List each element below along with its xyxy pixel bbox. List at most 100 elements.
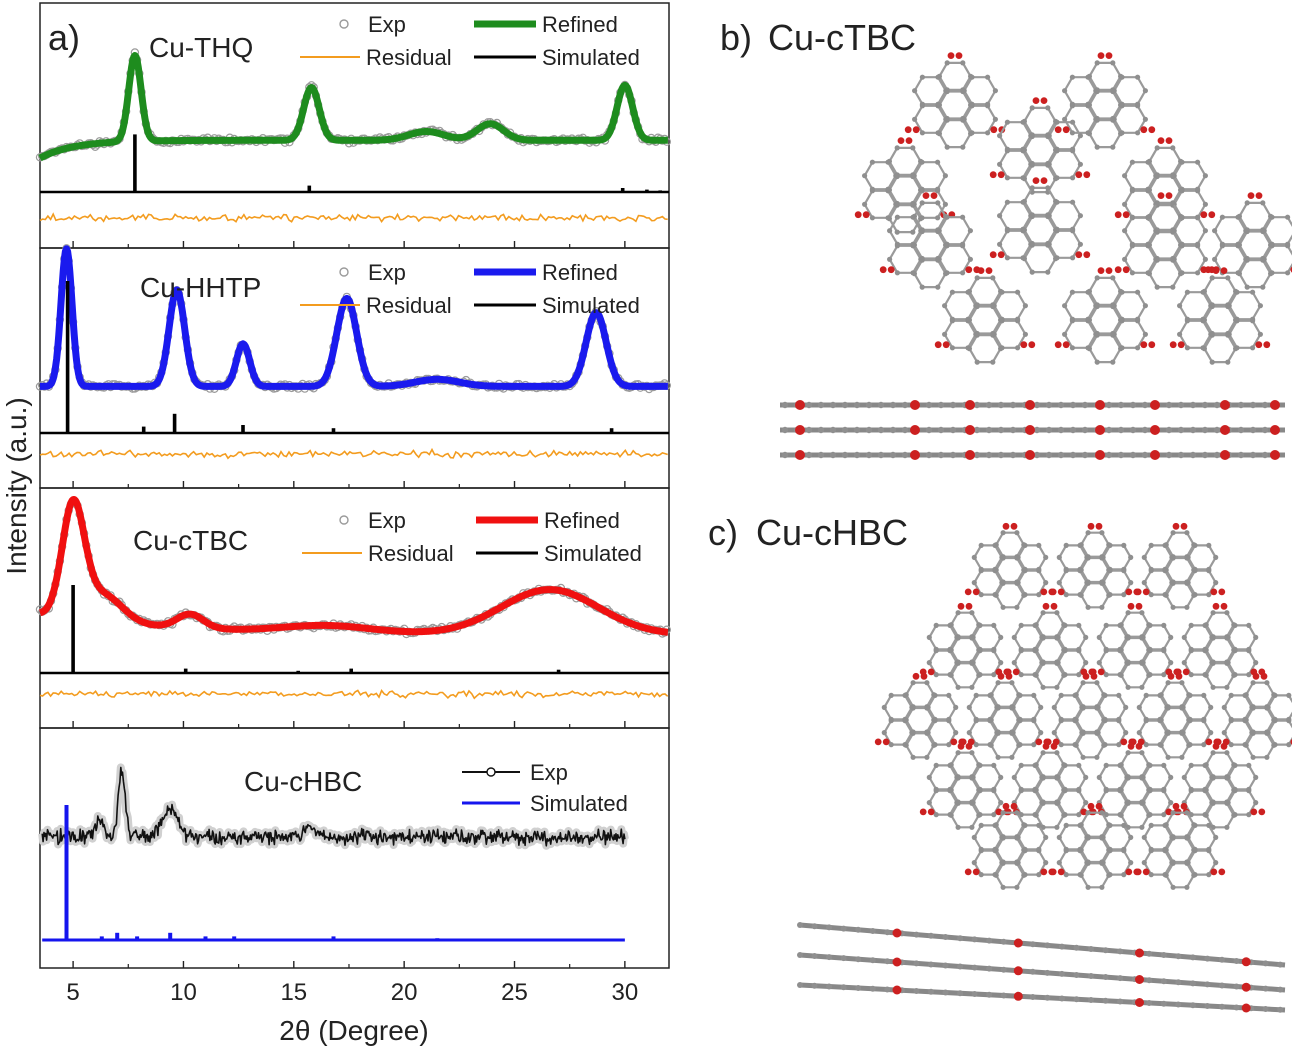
- carbon-atom: [991, 786, 997, 792]
- carbon-atom: [1146, 158, 1152, 164]
- carbon-atom: [1085, 555, 1091, 561]
- oxygen-atom: [904, 126, 912, 134]
- carbon-atom: [1139, 750, 1145, 756]
- carbon-atom: [1053, 147, 1059, 153]
- carbon-atom: [1141, 834, 1147, 841]
- carbon-atom: [1141, 580, 1147, 586]
- carbon-atom: [1076, 672, 1082, 678]
- carbon-atom: [1017, 692, 1023, 699]
- carbon-atom: [928, 961, 934, 968]
- oxygen-atom: [1025, 425, 1035, 435]
- carbon-atom: [1033, 426, 1041, 434]
- carbon-atom: [949, 345, 956, 351]
- carbon-atom: [1262, 960, 1269, 967]
- oxygen-atom: [1083, 251, 1091, 259]
- aromatic-ring: [1225, 762, 1259, 792]
- carbon-atom: [1085, 810, 1091, 816]
- carbon-atom: [1277, 986, 1284, 993]
- oxygen-atom: [879, 266, 887, 274]
- carbon-atom: [1206, 592, 1212, 598]
- carbon-atom: [978, 822, 984, 829]
- carbon-atom: [971, 554, 977, 561]
- simulated-peak: [658, 190, 662, 192]
- carbon-atom: [1014, 579, 1020, 585]
- oxygen-atom: [922, 192, 930, 200]
- carbon-atom: [933, 786, 939, 792]
- aromatic-ring: [926, 762, 960, 792]
- carbon-atom: [1083, 660, 1089, 666]
- carbon-atom: [955, 610, 961, 616]
- aromatic-ring: [1201, 275, 1239, 308]
- carbon-atom: [1177, 401, 1185, 409]
- aromatic-ring: [948, 750, 982, 780]
- carbon-atom: [1021, 198, 1027, 204]
- carbon-atom: [1099, 530, 1105, 536]
- aromatic-ring: [862, 159, 899, 192]
- carbon-atom: [1094, 330, 1100, 337]
- carbon-atom: [991, 762, 997, 769]
- carbon-atom: [946, 716, 952, 722]
- carbon-atom: [869, 985, 876, 992]
- carbon-atom: [924, 754, 930, 760]
- carbon-atom: [1148, 822, 1154, 829]
- carbon-atom: [926, 660, 932, 666]
- cu-chbc-linker: [959, 672, 1051, 760]
- carbon-atom: [1253, 800, 1259, 806]
- bond-ring: [1088, 90, 1122, 120]
- aromatic-ring: [991, 289, 1028, 322]
- carbon-atom: [1063, 846, 1069, 852]
- carbon-atom: [925, 451, 933, 459]
- bond-ring: [1034, 776, 1066, 804]
- carbon-atom: [988, 692, 994, 698]
- carbon-atom: [1029, 213, 1035, 220]
- aromatic-ring: [887, 214, 924, 247]
- carbon-atom: [993, 822, 999, 828]
- aromatic-ring: [1086, 60, 1124, 93]
- carbon-atom: [1195, 270, 1201, 276]
- carbon-atom: [946, 742, 952, 748]
- carbon-atom: [1018, 786, 1024, 792]
- oxygen-atom: [1054, 126, 1062, 134]
- carbon-atom: [928, 988, 934, 995]
- carbon-atom: [1022, 542, 1028, 549]
- carbon-atom: [946, 692, 952, 699]
- carbon-atom: [910, 680, 916, 686]
- oxygen-atom: [874, 738, 882, 746]
- oxygen-atom: [1212, 602, 1220, 610]
- cu-chbc-linker: [919, 742, 1011, 830]
- carbon-atom: [955, 684, 961, 690]
- carbon-atom: [1056, 834, 1062, 841]
- carbon-atom: [1162, 872, 1168, 878]
- carbon-atom: [1170, 200, 1176, 206]
- carbon-atom: [1125, 750, 1131, 756]
- carbon-atom: [1021, 567, 1027, 573]
- carbon-atom: [1044, 994, 1051, 1001]
- carbon-atom: [1250, 754, 1256, 760]
- carbon-atom: [969, 799, 975, 805]
- carbon-atom: [1145, 270, 1151, 276]
- carbon-atom: [960, 60, 966, 66]
- bond-ring: [994, 836, 1026, 864]
- aromatic-ring: [1171, 214, 1208, 247]
- carbon-atom: [1106, 592, 1112, 598]
- carbon-atom: [1125, 635, 1131, 641]
- carbon-atom: [1184, 530, 1190, 536]
- carbon-atom: [967, 228, 974, 234]
- carbon-atom: [1224, 750, 1230, 756]
- carbon-atom: [1161, 812, 1167, 818]
- aromatic-ring: [1181, 622, 1215, 652]
- carbon-atom: [993, 847, 999, 853]
- carbon-atom: [1122, 173, 1128, 179]
- carbon-atom: [969, 824, 975, 830]
- oxygen-atom: [1040, 868, 1048, 876]
- carbon-atom: [973, 716, 979, 722]
- carbon-atom: [1225, 359, 1231, 365]
- oxygen-atom: [957, 742, 965, 750]
- exp-curve-chbc: [41, 766, 626, 847]
- carbon-atom: [969, 775, 975, 781]
- carbon-atom: [1154, 145, 1160, 151]
- carbon-atom: [1070, 255, 1076, 261]
- carbon-atom: [924, 705, 930, 711]
- aromatic-ring: [1086, 332, 1124, 365]
- oxygen-atom: [862, 211, 870, 219]
